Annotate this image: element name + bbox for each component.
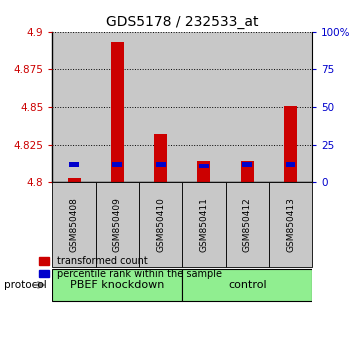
- FancyBboxPatch shape: [226, 182, 269, 267]
- Bar: [226, 32, 269, 182]
- Bar: [69, 162, 79, 166]
- Bar: [243, 162, 252, 166]
- Bar: [52, 32, 96, 182]
- Text: GSM850413: GSM850413: [286, 197, 295, 252]
- Bar: [156, 162, 165, 166]
- Bar: [269, 32, 312, 182]
- FancyBboxPatch shape: [52, 269, 182, 301]
- Bar: [139, 32, 182, 182]
- Bar: [112, 162, 122, 166]
- Bar: [199, 164, 209, 168]
- Title: GDS5178 / 232533_at: GDS5178 / 232533_at: [106, 16, 258, 29]
- FancyBboxPatch shape: [182, 269, 312, 301]
- FancyBboxPatch shape: [139, 182, 182, 267]
- Text: GSM850411: GSM850411: [200, 197, 208, 252]
- Bar: [241, 161, 254, 182]
- FancyBboxPatch shape: [96, 182, 139, 267]
- Text: PBEF knockdown: PBEF knockdown: [70, 280, 165, 290]
- Text: protocol: protocol: [4, 280, 46, 290]
- FancyBboxPatch shape: [269, 182, 312, 267]
- Text: control: control: [228, 280, 266, 290]
- Bar: [284, 105, 297, 182]
- Text: GSM850412: GSM850412: [243, 198, 252, 252]
- FancyBboxPatch shape: [52, 182, 96, 267]
- Bar: [197, 161, 210, 182]
- Bar: [68, 178, 81, 182]
- Bar: [286, 162, 295, 166]
- Legend: transformed count, percentile rank within the sample: transformed count, percentile rank withi…: [39, 256, 222, 279]
- Text: GSM850409: GSM850409: [113, 197, 122, 252]
- Bar: [154, 134, 167, 182]
- Bar: [182, 32, 226, 182]
- Bar: [111, 42, 124, 182]
- Bar: [96, 32, 139, 182]
- Text: GSM850408: GSM850408: [70, 197, 78, 252]
- Text: GSM850410: GSM850410: [156, 197, 165, 252]
- FancyBboxPatch shape: [182, 182, 226, 267]
